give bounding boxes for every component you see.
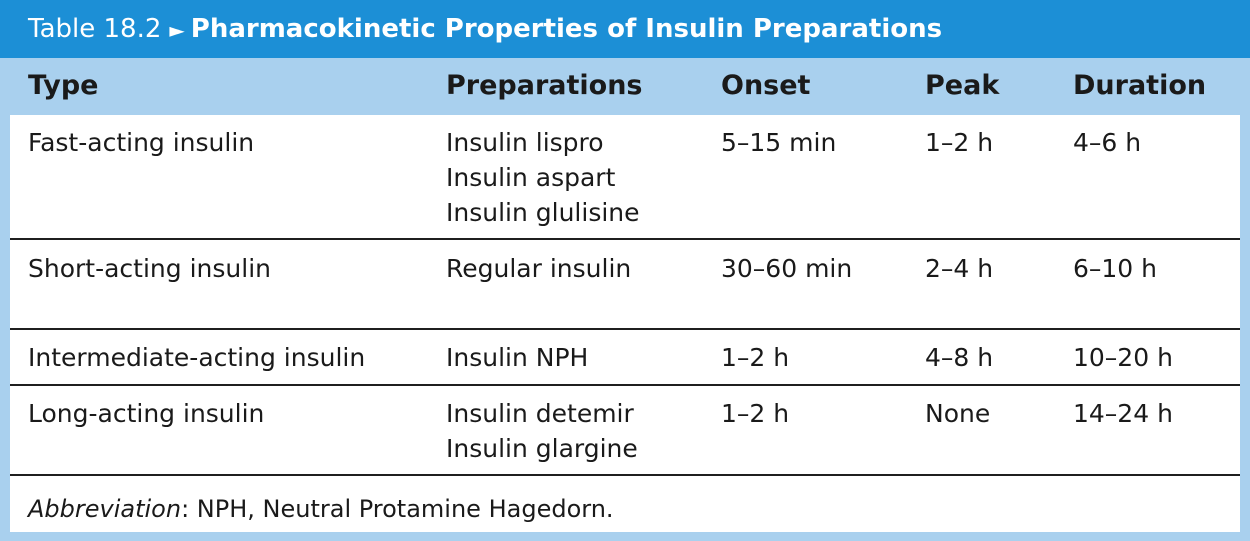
row-3-duration: 10–20 h [1073, 343, 1173, 372]
row-3-onset: 1–2 h [721, 343, 790, 372]
row-divider [10, 238, 1240, 240]
row-1-peak: 1–2 h [925, 128, 994, 157]
table-title-bar: Table 18.2 ► Pharmacokinetic Properties of… [0, 0, 1250, 58]
column-header-peak: Peak [925, 70, 1000, 101]
column-header-type: Type [28, 70, 99, 101]
row-divider [10, 384, 1240, 386]
table-body [10, 115, 1240, 532]
row-2-peak: 2–4 h [925, 254, 994, 283]
row-3-type: Intermediate-acting insulin [28, 343, 366, 372]
row-4-onset: 1–2 h [721, 399, 790, 428]
triangle-right-icon: ► [169, 18, 185, 42]
table-bottom-rule [10, 474, 1240, 476]
row-2-duration: 6–10 h [1073, 254, 1158, 283]
column-header-preparations: Preparations [446, 70, 643, 101]
row-1-duration: 4–6 h [1073, 128, 1142, 157]
row-2-type: Short-acting insulin [28, 254, 271, 283]
footnote-text: : NPH, Neutral Protamine Hagedorn. [181, 495, 614, 523]
row-3-peak: 4–8 h [925, 343, 994, 372]
row-4-peak: None [925, 399, 991, 428]
row-1-preparation-2: Insulin aspart [446, 163, 616, 192]
row-1-onset: 5–15 min [721, 128, 837, 157]
row-2-preparation-1: Regular insulin [446, 254, 632, 283]
column-header-onset: Onset [721, 70, 811, 101]
row-1-preparation-1: Insulin lispro [446, 128, 604, 157]
row-4-duration: 14–24 h [1073, 399, 1173, 428]
row-1-type: Fast-acting insulin [28, 128, 255, 157]
table-header-row: Type Preparations Onset Peak Duration [0, 58, 1250, 115]
row-4-preparation-2: Insulin glargine [446, 434, 638, 463]
row-1-preparation-3: Insulin glulisine [446, 198, 640, 227]
row-4-type: Long-acting insulin [28, 399, 265, 428]
row-2-preparations: Regular insulin [446, 251, 631, 286]
footnote-label: Abbreviation [28, 495, 182, 523]
table-caption: Pharmacokinetic Properties of Insulin Pr… [190, 14, 943, 44]
table-footnote: Abbreviation: NPH, Neutral Protamine Hag… [28, 492, 614, 526]
row-divider [10, 328, 1240, 330]
table-number: Table 18.2 [28, 14, 162, 44]
row-2-onset: 30–60 min [721, 254, 853, 283]
row-4-preparation-1: Insulin detemir [446, 399, 634, 428]
row-1-preparations: Insulin lispro Insulin aspart Insulin gl… [446, 125, 640, 230]
column-header-duration: Duration [1073, 70, 1207, 101]
row-3-preparations: Insulin NPH [446, 340, 588, 375]
row-3-preparation-1: Insulin NPH [446, 343, 589, 372]
row-4-preparations: Insulin detemir Insulin glargine [446, 396, 638, 466]
